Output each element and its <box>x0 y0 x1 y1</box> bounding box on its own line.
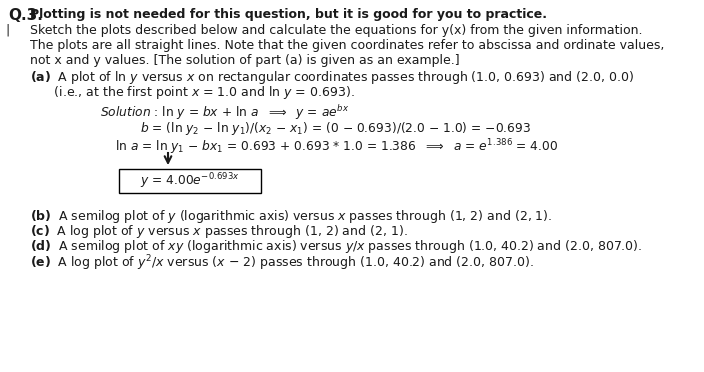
Text: |: | <box>5 24 9 37</box>
Text: $b$ = (ln $y_2$ $-$ ln $y_1$)/($x_2$ $-$ $x_1$) = (0 $-$ 0.693)/(2.0 $-$ 1.0) = : $b$ = (ln $y_2$ $-$ ln $y_1$)/($x_2$ $-$… <box>140 120 531 137</box>
Text: $\mathbf{(a)}$  A plot of ln $y$ versus $x$ on rectangular coordinates passes th: $\mathbf{(a)}$ A plot of ln $y$ versus $… <box>30 69 634 86</box>
Text: (i.e., at the first point $x$ = 1.0 and ln $y$ = 0.693).: (i.e., at the first point $x$ = 1.0 and … <box>30 84 355 101</box>
Text: $\mathbf{(c)}$  A log plot of $y$ versus $x$ passes through (1, 2) and (2, 1).: $\mathbf{(c)}$ A log plot of $y$ versus … <box>30 223 408 240</box>
Text: Sketch the plots described below and calculate the equations for y(x) from the g: Sketch the plots described below and cal… <box>30 24 643 37</box>
Text: $y$ = 4.00$e^{-0.693x}$: $y$ = 4.00$e^{-0.693x}$ <box>140 171 240 191</box>
Text: $\mathit{Solution}$ : ln $y$ = $bx$ + ln $a$  $\Longrightarrow$  $y$ = $ae^{bx}$: $\mathit{Solution}$ : ln $y$ = $bx$ + ln… <box>100 103 349 122</box>
Text: not x and y values. [The solution of part (a) is given as an example.]: not x and y values. [The solution of par… <box>30 54 460 67</box>
FancyBboxPatch shape <box>119 169 261 193</box>
Text: ln $a$ = ln $y_1$ $-$ $bx_1$ = 0.693 + 0.693 $*$ 1.0 = 1.386  $\Longrightarrow$ : ln $a$ = ln $y_1$ $-$ $bx_1$ = 0.693 + 0… <box>115 137 558 157</box>
Text: $\mathbf{(d)}$  A semilog plot of $xy$ (logarithmic axis) versus $y$/$x$ passes : $\mathbf{(d)}$ A semilog plot of $xy$ (l… <box>30 238 642 255</box>
Text: The plots are all straight lines. Note that the given coordinates refer to absci: The plots are all straight lines. Note t… <box>30 39 665 52</box>
Text: $\mathbf{(e)}$  A log plot of $y^2$/$x$ versus ($x$ $-$ 2) passes through (1.0, : $\mathbf{(e)}$ A log plot of $y^2$/$x$ v… <box>30 253 534 273</box>
Text: Plotting is not needed for this question, but it is good for you to practice.: Plotting is not needed for this question… <box>30 8 547 21</box>
Text: $\mathbf{(b)}$  A semilog plot of $y$ (logarithmic axis) versus $x$ passes throu: $\mathbf{(b)}$ A semilog plot of $y$ (lo… <box>30 208 553 225</box>
Text: Q.3.: Q.3. <box>8 8 43 23</box>
